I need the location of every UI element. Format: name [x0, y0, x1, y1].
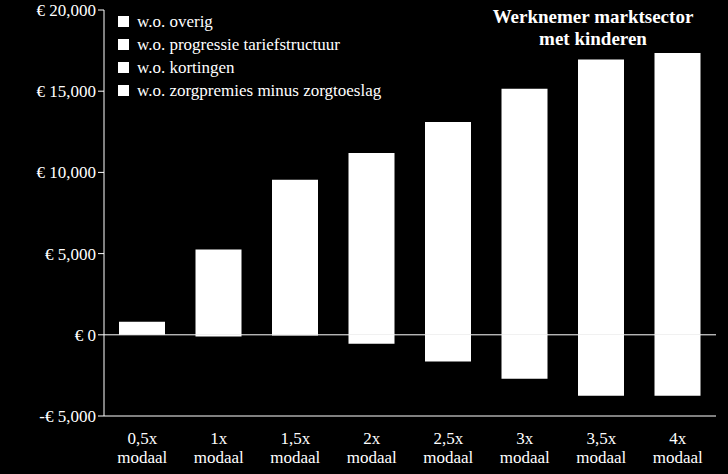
svg-text:4xmodaal: 4xmodaal: [653, 429, 703, 467]
svg-text:€ 20,000: € 20,000: [37, 1, 97, 20]
svg-text:0,5xmodaal: 0,5xmodaal: [117, 429, 167, 467]
html-text:Werknemer marktsector met kind: Werknemer marktsector met kinderen: [492, 6, 694, 49]
svg-text:1xmodaal: 1xmodaal: [194, 429, 244, 467]
html-text:w.o. overig: w.o. overig: [137, 12, 213, 31]
svg-text:€ 15,000: € 15,000: [37, 82, 97, 101]
svg-text:€ 5,000: € 5,000: [45, 245, 96, 264]
svg-text:€ 10,000: € 10,000: [37, 163, 97, 182]
svg-text:€ 0: € 0: [75, 326, 96, 345]
html-text:w.o. kortingen: w.o. kortingen: [137, 58, 235, 77]
svg-text:1,5xmodaal: 1,5xmodaal: [270, 429, 320, 467]
svg-text:-€ 5,000: -€ 5,000: [39, 407, 96, 426]
html-text:w.o. progressie tariefstructuu: w.o. progressie tariefstructuur: [137, 35, 340, 54]
html-text:w.o. zorgpremies minus zorgtoe: w.o. zorgpremies minus zorgtoeslag: [137, 81, 382, 100]
svg-text:2,5xmodaal: 2,5xmodaal: [423, 429, 473, 467]
svg-text:2xmodaal: 2xmodaal: [347, 429, 397, 467]
svg-text:3,5xmodaal: 3,5xmodaal: [576, 429, 626, 467]
svg-text:3xmodaal: 3xmodaal: [500, 429, 550, 467]
